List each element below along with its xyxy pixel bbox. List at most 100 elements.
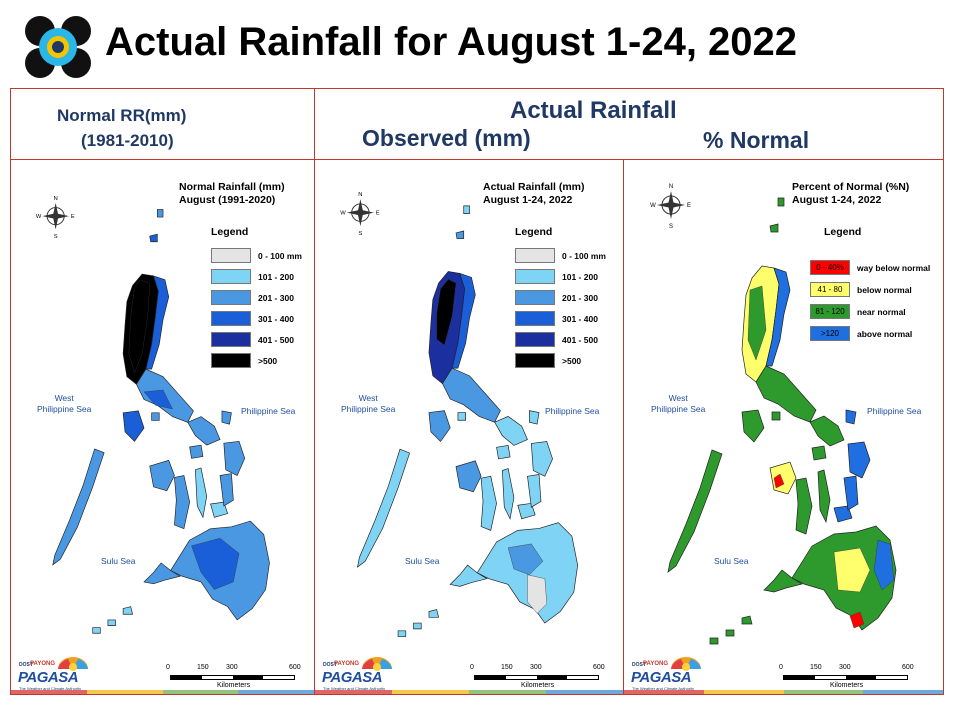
pagasa-logo: DOST PAYONG PAGASA The Weather and Clima… — [320, 657, 400, 694]
scale-tick: 300 — [226, 664, 238, 671]
legend-swatch — [515, 332, 555, 347]
compass-e-label: E — [687, 203, 691, 209]
umbrella-icon — [671, 657, 701, 671]
legend-swatch: 81 - 120 — [810, 304, 850, 319]
legend-label: 201 - 300 — [562, 292, 598, 303]
west-sea-line2: Philippine Sea — [651, 404, 706, 414]
legend-title: Legend — [824, 226, 862, 238]
island-sulu2 — [725, 629, 735, 637]
philippine-sea-label: Philippine Sea — [241, 406, 296, 416]
footer-stripe-yellow — [392, 690, 469, 694]
island-babuyan — [149, 233, 158, 243]
footer-stripe-blue — [546, 690, 623, 694]
legend-label: >500 — [562, 355, 582, 366]
legend-title: Legend — [211, 226, 249, 238]
island-bicol — [494, 416, 528, 446]
legend-title: Legend — [515, 226, 553, 238]
compass-w-label: W — [36, 214, 42, 220]
legend-swatch — [515, 353, 555, 368]
island-zamboanga — [449, 564, 488, 587]
logo-doost: DOST — [632, 662, 646, 668]
island-batanes — [777, 197, 785, 207]
island-zamboanga — [143, 562, 181, 585]
island-mindoro — [741, 409, 765, 443]
island-zamboanga — [763, 569, 803, 593]
island-group — [52, 209, 270, 634]
legend-item: 41 - 80 below normal — [810, 282, 912, 297]
legend-item: 401 - 500 — [211, 332, 294, 347]
logo-tagline: The Weather and Climate Authority — [19, 686, 82, 691]
normal-header-line2: (1981-2010) — [81, 131, 174, 150]
compass-e-label: E — [376, 211, 380, 217]
legend-label: 0 - 100 mm — [562, 250, 606, 261]
island-samar — [847, 441, 871, 479]
mindanao-central-zone — [507, 543, 544, 576]
compass-s-label: S — [669, 224, 673, 230]
scale-bar — [170, 675, 295, 680]
scale-tick: 150 — [501, 664, 513, 671]
compass-n-label: N — [358, 192, 362, 198]
pagasa-logo: DOST PAYONG PAGASA The Weather and Clima… — [629, 657, 709, 694]
scale-tick: 150 — [197, 664, 209, 671]
island-luzon-east — [145, 275, 170, 370]
observed-header: Observed (mm) — [362, 125, 531, 151]
luzon-max-rainfall-zone — [436, 279, 457, 346]
legend-swatch: 41 - 80 — [810, 282, 850, 297]
island-bicol — [187, 416, 221, 446]
logo-payong: PAYONG — [334, 661, 360, 667]
legend-item: 401 - 500 — [515, 332, 598, 347]
footer-stripe-red — [624, 690, 704, 694]
pagasa-logo: DOST PAYONG PAGASA The Weather and Clima… — [16, 657, 96, 694]
island-sulu1 — [428, 609, 440, 618]
footer-stripe-yellow — [703, 690, 784, 694]
legend-swatch — [211, 269, 251, 284]
compass-n-label: N — [669, 184, 673, 190]
scale-unit-label: Kilometers — [830, 682, 864, 689]
map-title-line1: Actual Rainfall (mm) — [483, 181, 585, 193]
island-bohol — [210, 501, 229, 518]
compass-s-label: S — [54, 234, 58, 240]
island-palawan — [667, 449, 723, 573]
island-batanes — [156, 209, 164, 218]
logo-doost: DOST — [19, 662, 33, 668]
map-panel-normal: N S E W Normal Rainfall (mm) August (199… — [10, 159, 315, 695]
philippines-map: N S E W — [650, 184, 897, 645]
west-sea-line1: West — [668, 393, 688, 403]
island-luzon-east — [765, 267, 791, 367]
percent-normal-header: % Normal — [703, 127, 810, 153]
island-sulu1 — [122, 606, 134, 615]
island-babuyan — [769, 223, 779, 233]
scale-unit-label: Kilometers — [521, 682, 555, 689]
island-luzon-south — [755, 365, 817, 423]
legend-label: 101 - 200 — [562, 271, 598, 282]
sulu-sea-label: Sulu Sea — [714, 556, 749, 566]
island-samar — [530, 441, 553, 477]
legend-label: 401 - 500 — [562, 334, 598, 345]
map-title-line2: August 1-24, 2022 — [483, 194, 573, 206]
west-sea-line2: Philippine Sea — [37, 404, 92, 414]
island-masbate — [496, 444, 511, 460]
legend-label: way below normal — [857, 262, 931, 273]
philippine-sea-label: Philippine Sea — [545, 406, 600, 416]
scale-tick: 300 — [839, 664, 851, 671]
footer-stripe-green — [783, 690, 864, 694]
scale-tick: 0 — [470, 664, 474, 671]
map-title-line1: Percent of Normal (%N) — [792, 181, 910, 193]
normal-header-line1: Normal RR(mm) — [57, 106, 187, 125]
legend-item: 0 - 100 mm — [515, 248, 606, 263]
mindanao-dry-zone — [527, 574, 547, 614]
scale-tick: 150 — [810, 664, 822, 671]
island-cebu — [502, 468, 515, 520]
compass-rose-icon: N S E W — [650, 184, 691, 230]
scale-bar — [783, 675, 908, 680]
legend-label: 301 - 400 — [562, 313, 598, 324]
legend-item: 301 - 400 — [515, 311, 598, 326]
island-masbate — [189, 444, 204, 459]
island-palawan — [52, 448, 105, 566]
island-sulu3 — [397, 630, 407, 637]
footer-stripe-red — [11, 690, 87, 694]
compass-rose-icon: N S E W — [340, 192, 380, 237]
west-philippine-sea-label: West Philippine Sea — [651, 393, 705, 415]
island-catanduanes — [529, 410, 540, 425]
legend-item: 81 - 120 near normal — [810, 304, 906, 319]
